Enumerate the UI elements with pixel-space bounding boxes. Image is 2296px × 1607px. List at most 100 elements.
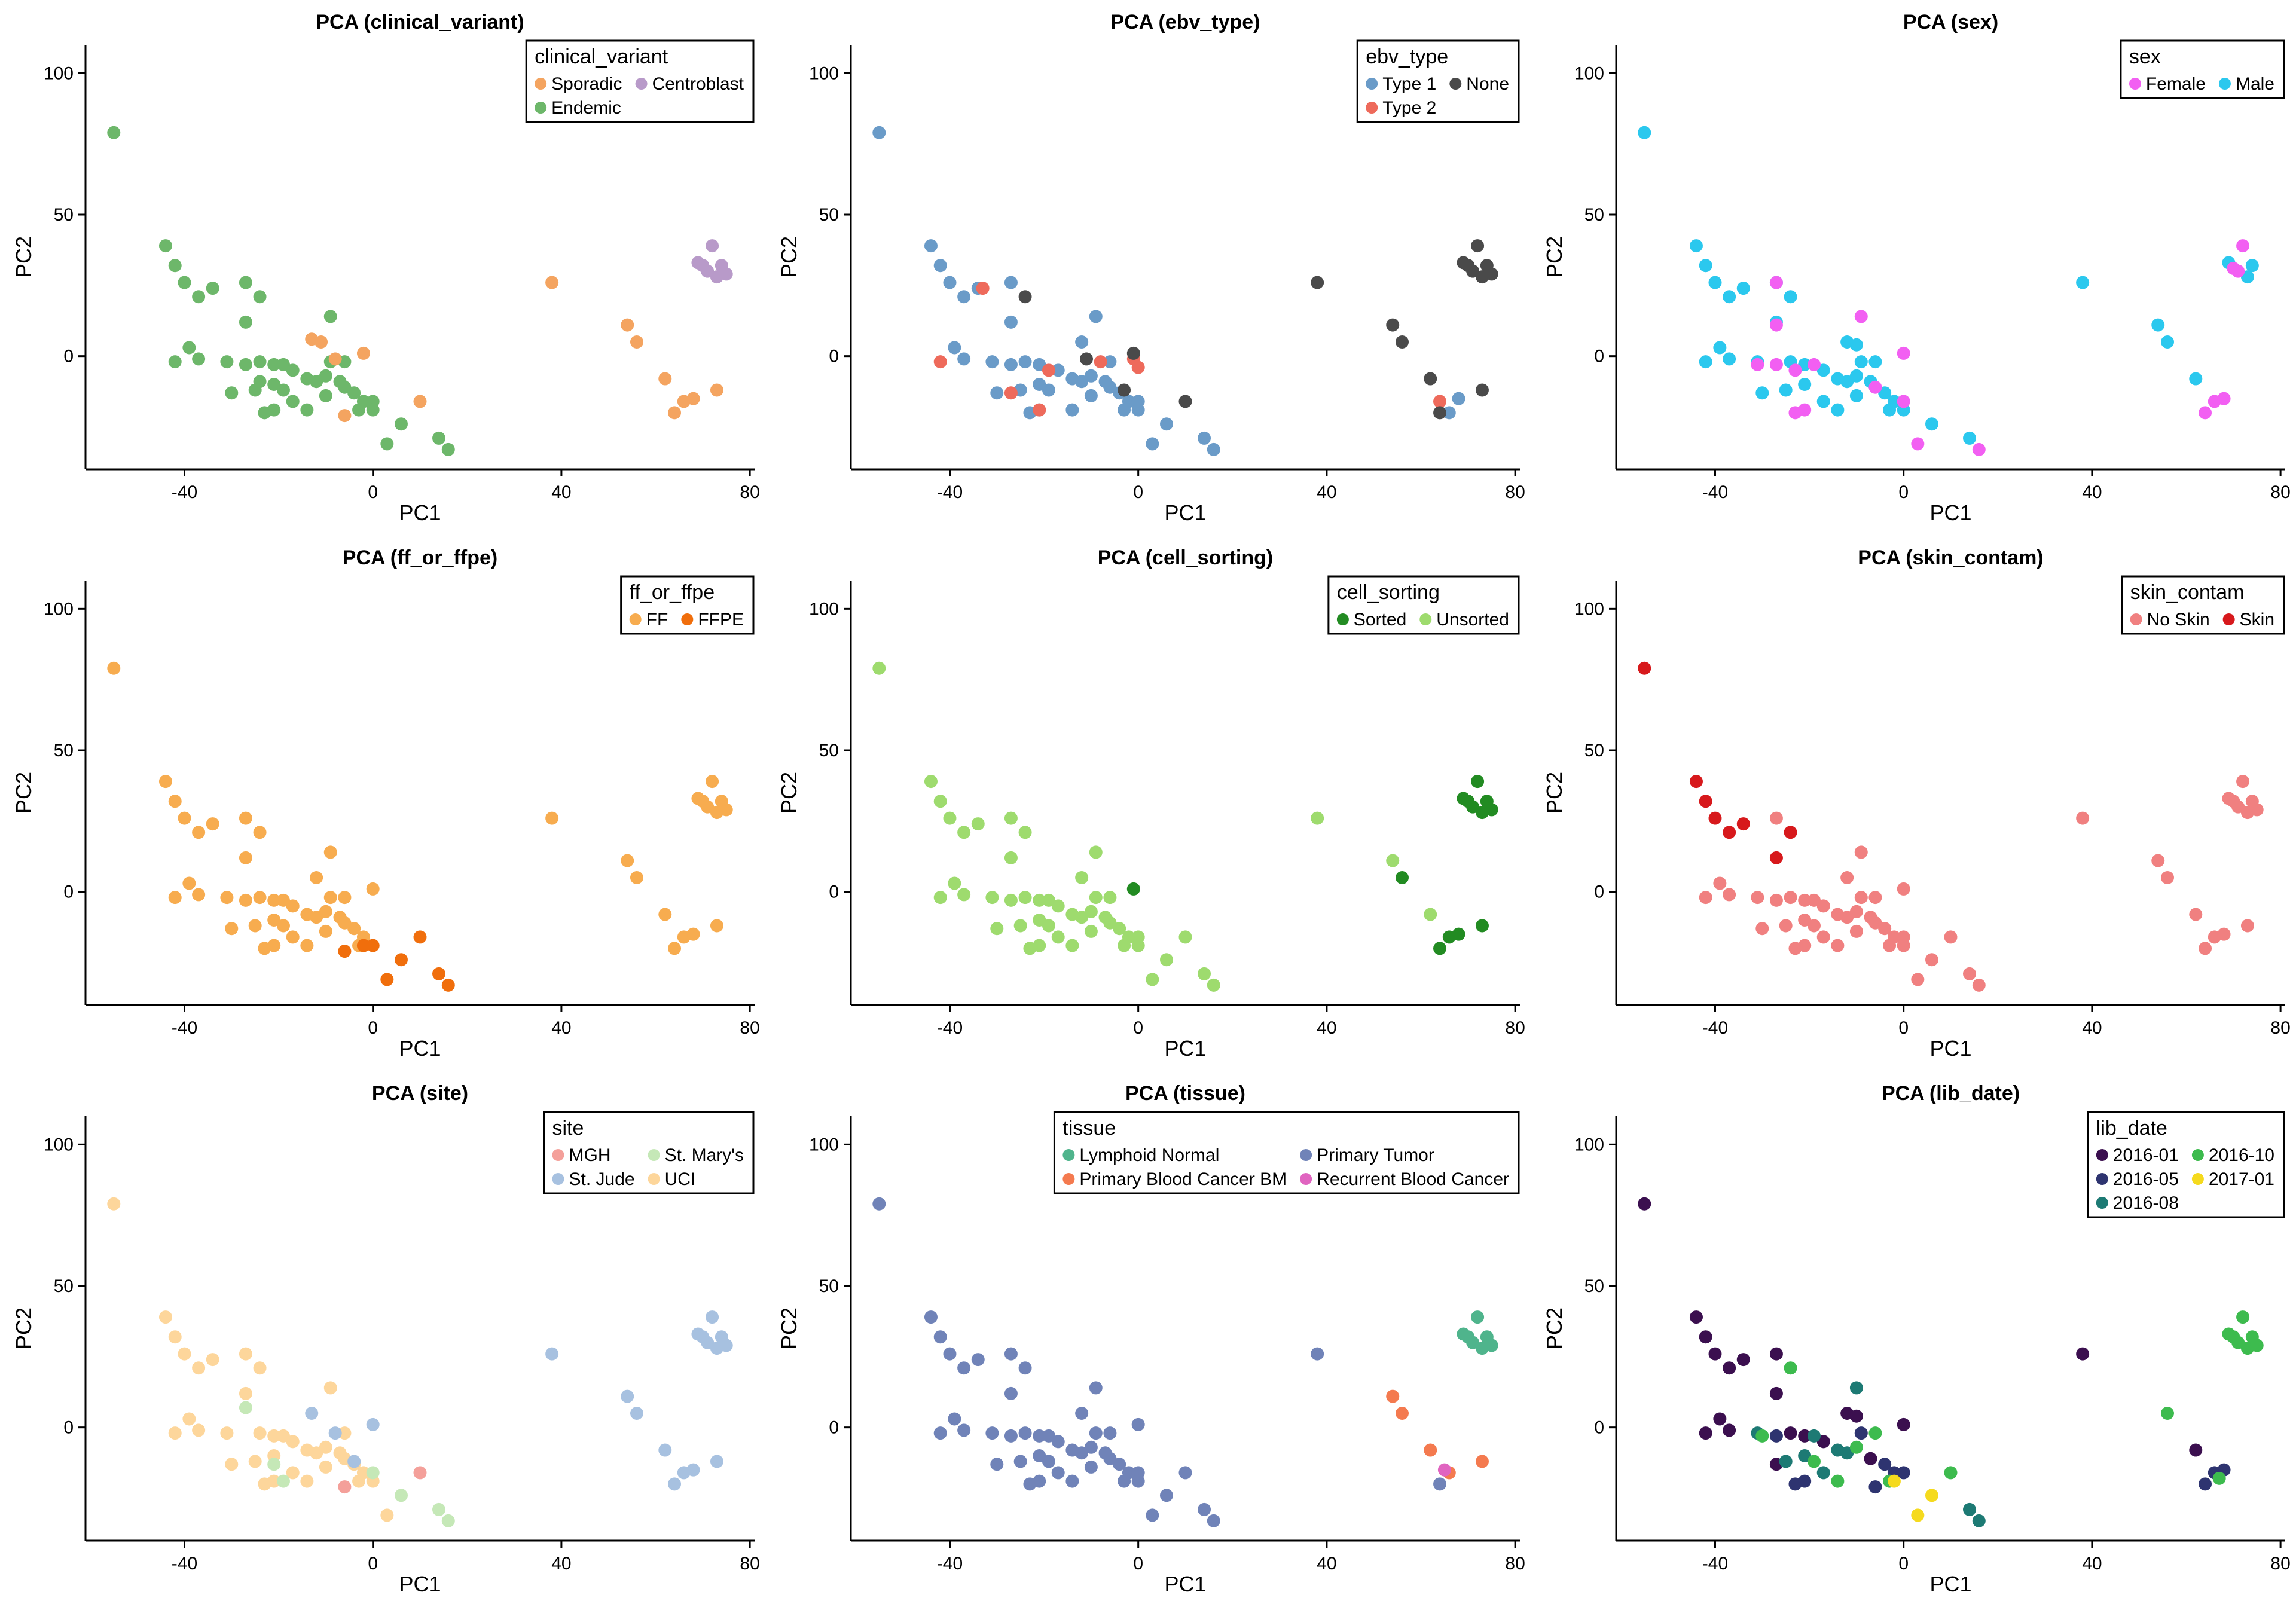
data-point [1784,891,1797,905]
data-point [1198,431,1211,445]
data-point [1713,876,1727,890]
data-point [933,259,947,273]
data-point [1736,282,1750,295]
data-point [192,352,206,366]
data-point [630,1407,643,1420]
data-point [990,1458,1004,1471]
data-point [1925,1489,1938,1502]
data-point [239,811,252,825]
legend-swatch [629,613,642,625]
data-point [1689,1310,1703,1324]
data-point [1075,375,1089,389]
data-point [933,891,947,905]
data-point [658,908,672,921]
data-point [2199,942,2212,955]
data-point [971,817,985,831]
y-tick-label: 100 [44,599,74,619]
data-point [1118,383,1131,397]
data-point [985,355,999,369]
data-point [1755,386,1769,400]
data-point [1475,919,1489,933]
data-point [267,939,281,952]
data-point [1897,939,1910,952]
data-point [621,854,634,867]
y-tick-label: 100 [809,599,839,619]
data-point [286,363,300,377]
data-point [1475,383,1489,397]
data-point [1972,1514,1986,1527]
data-point [1751,358,1764,371]
data-point [333,1446,347,1460]
data-point [1386,1389,1400,1403]
data-point [706,775,719,789]
panel-tissue: PCA (tissue) -40 0 40 80 0 50 100 PC1 PC2 tissue Ly… [765,1071,1531,1607]
data-point [1864,1452,1877,1465]
data-point [310,871,323,884]
scatter-svg: PCA (tissue) -40 0 40 80 0 50 100 PC1 PC2 tissue Ly… [777,1082,1525,1596]
data-point [1755,1429,1769,1443]
legend: ff_or_ffpe FF FFPE [620,575,755,635]
panel-cell-sorting: PCA (cell_sorting) -40 0 40 80 0 50 100 PC1 PC2 ce… [765,536,1531,1071]
scatter-svg: PCA (cell_sorting) -40 0 40 80 0 50 100 PC1 PC2 ce… [777,546,1525,1061]
data-point [168,891,182,905]
data-point [1769,358,1783,371]
x-tick-label: 80 [1505,1018,1525,1038]
data-point [315,335,328,349]
data-point [1386,854,1400,867]
panel-skin-contam: PCA (skin_contam) -40 0 40 80 0 50 100 PC1 PC2 ski… [1531,536,2296,1071]
data-point [356,939,370,952]
data-point [1816,363,1830,377]
legend-swatch [552,1149,564,1161]
data-point [319,924,332,938]
data-point [1311,1347,1324,1361]
data-point [276,1429,290,1443]
legend-label: Type 2 [1382,98,1436,118]
data-point [872,1197,886,1211]
data-point [1854,355,1868,369]
data-point [2240,919,2254,933]
data-point [1178,1466,1192,1480]
data-point [338,409,352,423]
data-point [1065,1474,1079,1488]
x-tick-label: 0 [1133,1554,1143,1574]
data-point [1713,1412,1727,1426]
data-point [2231,800,2245,814]
data-point [1689,239,1703,253]
data-point [168,259,182,273]
chart-title: PCA (site) [372,1082,468,1105]
data-point [1018,826,1032,839]
y-tick-label: 50 [54,205,74,225]
data-point [1051,1435,1065,1449]
legend-label: FFPE [698,610,744,630]
data-point [182,876,196,890]
data-point [1798,914,1812,927]
legend-swatch [648,1173,660,1185]
data-point [1972,978,1986,992]
data-point [957,1423,971,1437]
data-point [1424,1443,1437,1457]
data-point [366,939,380,952]
data-point [1033,1474,1046,1488]
data-point [1854,310,1868,323]
data-point [192,826,206,839]
data-point [305,1407,319,1420]
data-point [1788,363,1802,377]
data-point [366,403,380,417]
data-point [2151,854,2165,867]
data-point [933,1330,947,1344]
data-point [192,290,206,304]
data-point [1033,914,1046,927]
data-point [1708,811,1722,825]
y-tick-label: 0 [1594,1418,1604,1438]
data-point [352,403,366,417]
data-point [1131,1474,1145,1488]
data-point [1485,803,1498,817]
data-point [1442,406,1456,420]
data-point [1897,346,1910,360]
x-tick-label: 40 [2082,1554,2102,1574]
y-tick-label: 100 [44,63,74,83]
data-point [441,978,455,992]
data-point [1118,939,1131,952]
data-point [319,389,332,402]
data-point [1146,973,1159,986]
